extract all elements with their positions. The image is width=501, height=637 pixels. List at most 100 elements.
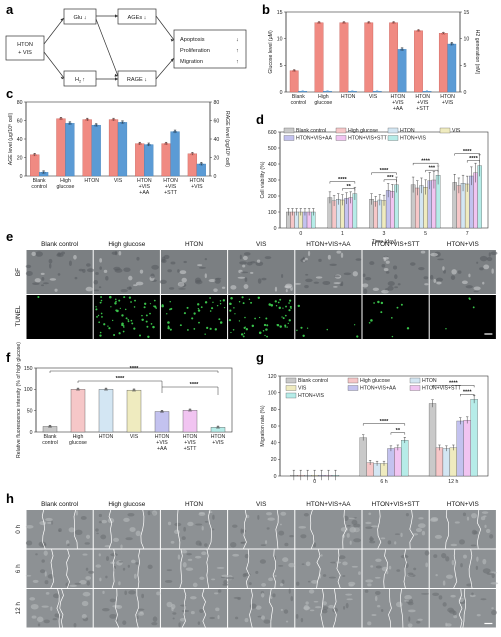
bf-cell [169, 287, 175, 290]
wound-cell [127, 513, 135, 517]
tunel-positive-cell [262, 329, 265, 332]
wound-cell [113, 537, 120, 542]
sig-mark: **** [130, 366, 140, 372]
bar-rage [196, 163, 206, 177]
bf-cell [294, 282, 302, 285]
tunel-positive-cell [265, 328, 268, 331]
wound-cell [342, 561, 348, 566]
bf-cell [435, 277, 444, 282]
wound-cell [217, 614, 220, 620]
wound-cell [58, 529, 61, 532]
wound-cell [110, 561, 116, 565]
wound-cell [130, 559, 136, 564]
tunel-image [93, 295, 160, 339]
wound-cell [435, 574, 438, 577]
wound-cell [110, 553, 118, 557]
rage-point [67, 122, 70, 125]
sig-mark: **** [421, 158, 431, 164]
rage-point [122, 121, 125, 124]
bf-cell [409, 262, 416, 266]
tunel-positive-cell [154, 305, 157, 308]
tunel-positive-cell [130, 301, 132, 303]
bar-rage [65, 123, 75, 177]
wound-cell [380, 609, 384, 612]
wound-edge-right [468, 549, 473, 589]
arrow-rage-outcome [155, 57, 175, 80]
bf-cell [387, 281, 395, 286]
wound-cell [209, 616, 216, 620]
wound-cell [466, 583, 473, 587]
bf-cell [195, 279, 203, 285]
bf-cell [34, 278, 41, 283]
wound-cell [85, 576, 92, 580]
wound-cell [460, 563, 463, 568]
bf-cell [304, 257, 308, 261]
wound-image [160, 509, 228, 549]
wound-edge-left [383, 549, 388, 589]
wound-edge-left [316, 549, 321, 589]
bf-cell [93, 279, 99, 285]
bf-cell [274, 286, 278, 292]
tunel-positive-cell [229, 302, 232, 305]
wound-cell [445, 574, 454, 579]
tunel-positive-cell [229, 309, 232, 312]
sig-mark: **** [469, 156, 479, 162]
tunel-positive-cell [257, 296, 260, 299]
wound-cell [198, 512, 206, 516]
bar-age [82, 119, 92, 177]
tunel-positive-cell [128, 296, 132, 299]
wound-cell [441, 552, 447, 559]
wound-cell [67, 543, 70, 547]
b-left-tick-label: 10 [277, 36, 283, 42]
bar-4 [154, 411, 170, 433]
wound-cell [425, 562, 429, 568]
glucose-point [391, 22, 394, 25]
bf-cell [450, 275, 456, 280]
tunel-positive-cell [286, 326, 288, 328]
h-column-header: HTON+VIS [447, 501, 479, 508]
panel-d: d 0 100 200 300 400 500 600 0 1 3 5 7 Blank control H… [256, 112, 489, 245]
f-data-point [190, 409, 193, 412]
tunel-positive-cell [238, 301, 241, 303]
wound-cell [170, 603, 176, 610]
outcome-proliferation: Proliferation [180, 48, 210, 54]
bf-cell [451, 269, 457, 275]
bf-cell [333, 286, 338, 288]
tunel-positive-cell [288, 302, 290, 304]
tunel-positive-cell [230, 331, 232, 334]
glucose-point [368, 22, 371, 25]
wound-edge-right [409, 509, 414, 549]
wound-cell [182, 562, 187, 568]
tunel-positive-cell [288, 319, 291, 322]
age-point [58, 118, 61, 121]
tunel-positive-cell [100, 296, 103, 298]
bf-cell [281, 274, 284, 279]
age-point [139, 143, 142, 145]
wound-cell [353, 527, 360, 533]
sig-bracket [362, 423, 406, 426]
bf-cell [128, 286, 132, 290]
wound-cell [482, 558, 487, 565]
bf-cell [163, 254, 170, 260]
f-data-point [187, 409, 190, 412]
wound-cell [178, 622, 181, 628]
h-row-label: 0 h [15, 524, 22, 533]
wound-cell [98, 553, 101, 557]
age-point [190, 153, 193, 156]
wound-cell [345, 593, 353, 596]
wound-cell [408, 616, 411, 622]
tunel-background [160, 295, 228, 339]
wound-cell [267, 517, 275, 521]
bf-cell [242, 255, 248, 261]
tunel-positive-cell [144, 302, 147, 305]
wound-cell [109, 598, 116, 603]
bf-cell [25, 264, 32, 269]
wound-edge-left [111, 549, 116, 589]
bf-cell [473, 286, 481, 291]
bf-cell [394, 286, 399, 289]
tunel-positive-cell [150, 323, 153, 325]
tunel-image [295, 295, 362, 339]
wound-cell [222, 583, 229, 586]
tunel-positive-cell [169, 300, 171, 303]
b-category-label: VIS [369, 94, 378, 100]
